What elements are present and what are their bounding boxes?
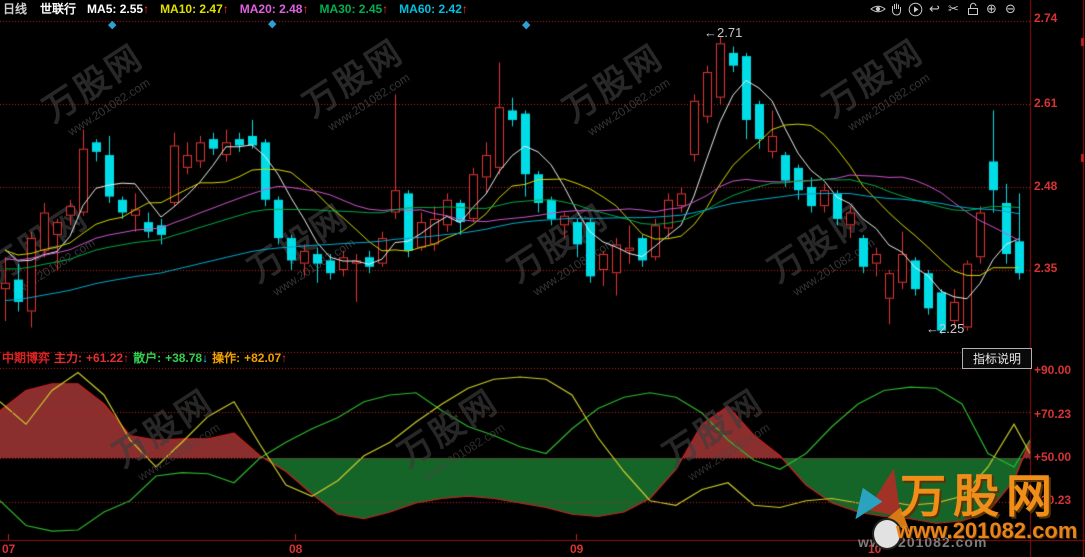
ma-label: MA30: 2.45: [319, 1, 383, 16]
price-annotation: ←2.25: [926, 321, 965, 336]
toolbar: 日线 世联行 MA5: 2.55↑ MA10: 2.47↑ MA20: 2.48↑ M…: [0, 0, 1085, 17]
indicator-field-arrow-icon: ↑: [281, 351, 288, 365]
diamond-marker-icon: ◆: [522, 19, 531, 31]
axis-price-label: +50.00: [1034, 450, 1072, 464]
ma-up-arrow-icon: ↑: [461, 1, 468, 16]
axis-price-label: +30.23: [1034, 493, 1072, 507]
hand-icon[interactable]: [887, 1, 906, 17]
ma-value-list: MA5: 2.55↑ MA10: 2.47↑ MA20: 2.48↑ MA30: 2.…: [76, 2, 468, 16]
axis-month-label: 07: [2, 542, 16, 556]
indicator-explain-button[interactable]: 指标说明: [962, 348, 1032, 369]
zoom-out-icon[interactable]: ⊖: [1005, 1, 1016, 17]
axis-month-label: 09: [570, 542, 584, 556]
indicator-field-value: +82.07: [244, 351, 282, 365]
axis-price-label: 2.35: [1034, 261, 1058, 275]
logo-panda-icon: [872, 518, 902, 550]
axis-price-label: 2.48: [1034, 179, 1058, 193]
indicator-field-arrow-icon: ↑: [123, 351, 130, 365]
ma-label: MA5: 2.55: [87, 1, 144, 16]
eye-icon[interactable]: [868, 1, 887, 17]
indicator-field-arrow-icon: ↓: [202, 351, 209, 365]
axis-price-label: +90.00: [1034, 363, 1072, 377]
ma-up-arrow-icon: ↑: [222, 1, 229, 16]
ma-label: MA60: 2.42: [399, 1, 462, 16]
ma-up-arrow-icon: ↑: [382, 1, 389, 16]
zoom-in-icon[interactable]: ⊕: [986, 1, 997, 17]
ma-up-arrow-icon: ↑: [143, 1, 150, 16]
toolbar-icon-row: ↩ ✂ ⊕ ⊖: [868, 1, 1020, 17]
ma-value-3: MA20: 2.48↑: [240, 2, 309, 16]
indicator-fields: 主力: +61.22↑ 散户: +38.78↓ 操作: +82.07↑: [54, 349, 291, 366]
ma-value-1: MA5: 2.55↑: [87, 2, 149, 16]
indicator-field-value: +61.22: [86, 351, 124, 365]
axis-price-label: 2.74: [1034, 11, 1058, 25]
diamond-marker-icon: ◆: [108, 19, 117, 31]
axis-price-label: 2.61: [1034, 96, 1058, 110]
indicator-field-label: 散户:: [133, 351, 162, 365]
ma-value-4: MA30: 2.45↑: [319, 2, 388, 16]
axis-price-label: +70.23: [1034, 407, 1072, 421]
indicator-field-label: 主力:: [54, 351, 83, 365]
ma-value-2: MA10: 2.47↑: [160, 2, 229, 16]
price-annotation: ←2.71: [704, 25, 743, 40]
watermark-logo: 万股网: [900, 470, 1059, 522]
indicator-title: 中期博弈: [2, 351, 51, 365]
indicator-field-value: +38.78: [165, 351, 203, 365]
scissors-icon[interactable]: ✂: [948, 1, 959, 17]
diamond-marker-icon: ◆: [268, 18, 277, 30]
play-icon[interactable]: [906, 1, 925, 17]
unlock-icon[interactable]: [963, 1, 982, 17]
ma-label: MA10: 2.47: [160, 1, 223, 16]
undo-icon[interactable]: ↩: [929, 1, 940, 17]
ma-label: MA20: 2.48: [239, 1, 303, 16]
ma-value-5: MA60: 2.42↑: [399, 2, 468, 16]
ma-up-arrow-icon: ↑: [302, 1, 309, 16]
indicator-header: 中期博弈 主力: +61.22↑ 散户: +38.78↓ 操作: +82.07↑: [2, 349, 295, 366]
axis-month-label: 08: [289, 542, 303, 556]
watermark-logo-url: www.201082.com: [896, 518, 1078, 543]
indicator-field-label: 操作:: [212, 351, 241, 365]
period-label[interactable]: 日线: [3, 2, 28, 16]
stock-name: 世联行: [40, 2, 77, 16]
